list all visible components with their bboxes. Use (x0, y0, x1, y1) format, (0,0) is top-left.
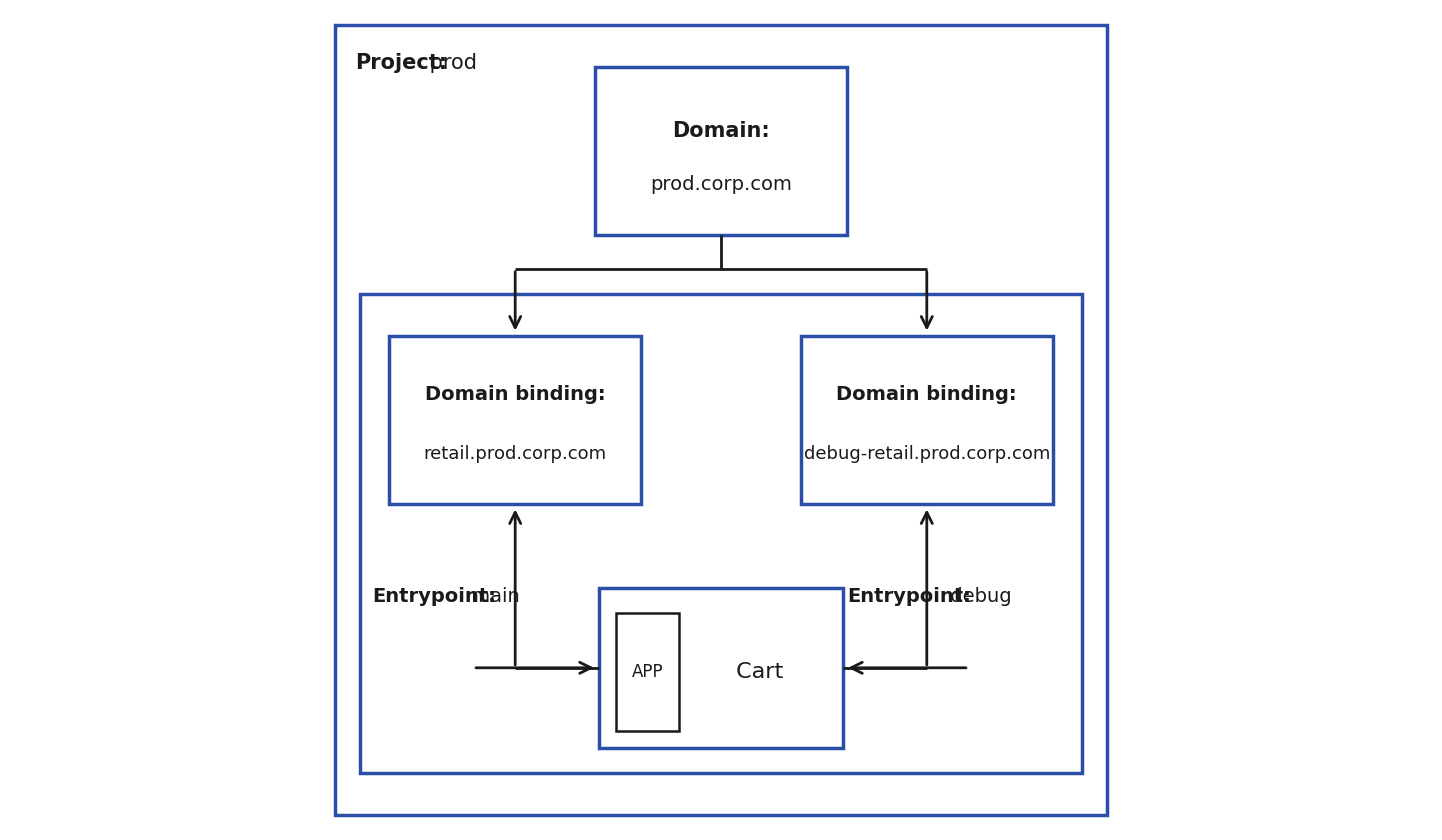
Text: Domain:: Domain: (672, 121, 770, 141)
FancyBboxPatch shape (596, 67, 846, 235)
Text: debug-retail.prod.corp.com: debug-retail.prod.corp.com (803, 444, 1050, 463)
Text: retail.prod.corp.com: retail.prod.corp.com (424, 444, 607, 463)
Text: debug: debug (943, 587, 1011, 606)
Text: main: main (464, 587, 519, 606)
Text: prod.corp.com: prod.corp.com (650, 176, 792, 194)
Text: Project:: Project: (356, 53, 447, 73)
FancyBboxPatch shape (616, 613, 679, 731)
Text: APP: APP (632, 663, 663, 681)
FancyBboxPatch shape (389, 336, 642, 504)
Text: Domain binding:: Domain binding: (836, 386, 1017, 404)
FancyBboxPatch shape (360, 294, 1082, 773)
FancyBboxPatch shape (335, 25, 1107, 815)
FancyBboxPatch shape (800, 336, 1053, 504)
Text: Cart: Cart (730, 662, 783, 682)
Text: prod: prod (423, 53, 477, 73)
Text: Entrypoint:: Entrypoint: (372, 587, 496, 606)
FancyBboxPatch shape (600, 588, 842, 748)
Text: Domain binding:: Domain binding: (425, 386, 606, 404)
Text: Entrypoint:: Entrypoint: (846, 587, 970, 606)
